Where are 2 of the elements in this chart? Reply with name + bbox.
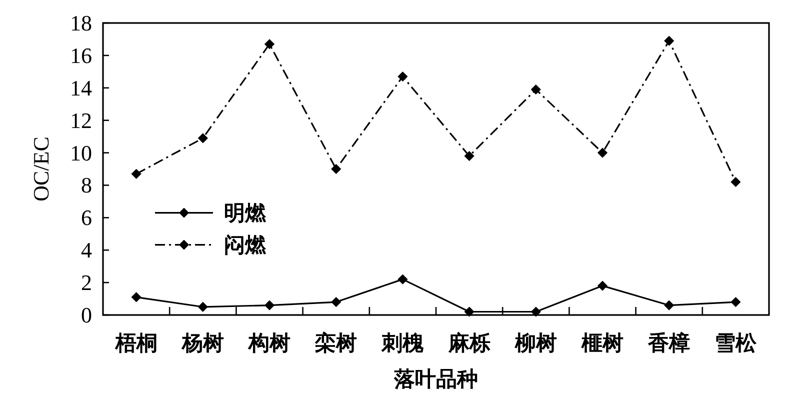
- y-axis-title: OC/EC: [28, 136, 54, 202]
- x-axis-title: 落叶品种: [394, 367, 478, 391]
